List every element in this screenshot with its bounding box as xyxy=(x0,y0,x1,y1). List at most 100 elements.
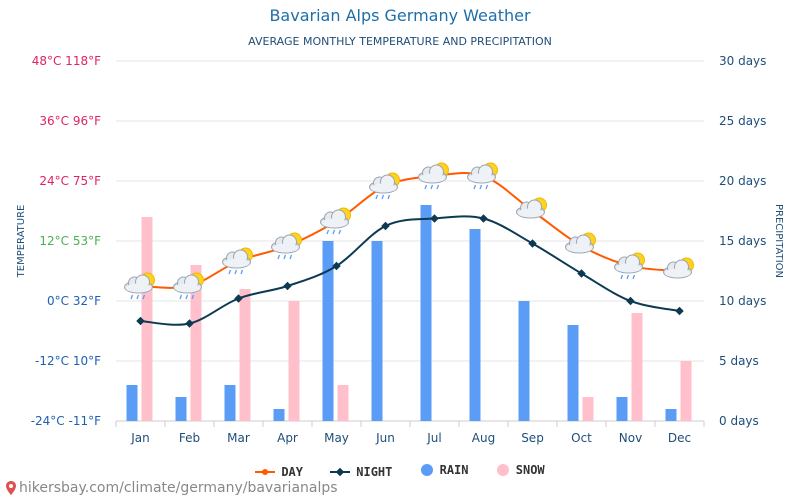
snow-bar xyxy=(631,313,643,421)
night-point xyxy=(185,319,194,328)
cloud-sun-rain-icon xyxy=(320,207,351,235)
left-axis-tick-label: 12°C 53°F xyxy=(39,234,101,248)
rain-bar xyxy=(273,409,285,421)
raindrop-shape xyxy=(332,229,336,235)
legend-day-line-icon xyxy=(255,469,276,475)
chart-subtitle: AVERAGE MONTHLY TEMPERATURE AND PRECIPIT… xyxy=(248,35,552,48)
weather-chart: 48°C 118°F 36°C 96°F 24°C 75°F 12°C 53°F 0°C… xyxy=(16,54,784,445)
left-axis-tick-label: 0°C 32°F xyxy=(47,294,101,308)
night-point xyxy=(332,261,341,271)
chart-title: Bavarian Alps Germany Weather xyxy=(269,6,531,25)
rain-bar xyxy=(518,301,530,421)
x-axis-tick-label: Jun xyxy=(375,431,395,445)
night-point xyxy=(626,296,635,306)
chart-legend: DAY NIGHT RAIN SNOW xyxy=(0,463,800,480)
cloud-shape xyxy=(272,243,299,253)
raindrop-shape xyxy=(436,184,440,190)
cloud-sun-rain-icon xyxy=(271,232,302,260)
raindrop-shape xyxy=(338,229,342,235)
x-axis-tick-label: Jan xyxy=(130,431,150,445)
raindrop-shape xyxy=(283,254,287,260)
snow-bar xyxy=(288,301,300,421)
raindrop-shape xyxy=(326,229,330,235)
night-point xyxy=(675,306,684,316)
right-axis-tick-label: 10 days xyxy=(719,294,766,308)
cloud-shape xyxy=(517,208,544,218)
snow-bar xyxy=(680,361,692,421)
cloud-shape xyxy=(370,183,397,193)
cloud-shape xyxy=(664,268,691,278)
legend-item-snow[interactable]: SNOW xyxy=(496,463,545,477)
cloud-sun-rain-icon xyxy=(173,272,204,300)
cloud-sun-rain-icon xyxy=(222,247,253,275)
rain-bar xyxy=(224,385,236,421)
raindrop-shape xyxy=(142,294,146,300)
raindrop-shape xyxy=(185,294,189,300)
legend-label-day: DAY xyxy=(281,465,304,479)
x-axis-tick-label: Mar xyxy=(227,431,250,445)
right-axis-tick-label: 0 days xyxy=(719,414,759,428)
night-point xyxy=(577,269,586,278)
left-axis-tick-label: 48°C 118°F xyxy=(32,54,101,68)
left-axis-tick-label: -24°C -11°F xyxy=(31,414,101,428)
x-axis-tick-label: May xyxy=(324,431,349,445)
rain-bar xyxy=(322,241,334,421)
legend-label-rain: RAIN xyxy=(439,463,469,477)
x-axis-tick-label: Sep xyxy=(521,431,544,445)
cloud-shape xyxy=(419,173,446,183)
left-axis-tick-label: 24°C 75°F xyxy=(39,174,101,188)
cloud-shape xyxy=(223,258,250,268)
cloud-sun-icon xyxy=(565,232,596,254)
raindrop-shape xyxy=(620,274,624,280)
raindrop-shape xyxy=(424,184,428,190)
night-point xyxy=(381,221,390,231)
right-axis-tick-label: 5 days xyxy=(719,354,759,368)
cloud-shape xyxy=(125,283,152,293)
raindrop-shape xyxy=(240,269,244,275)
raindrop-shape xyxy=(136,294,140,300)
legend-item-night[interactable]: NIGHT xyxy=(330,465,392,479)
night-point xyxy=(283,281,292,291)
rain-bar xyxy=(469,229,481,421)
right-axis-tick-label: 25 days xyxy=(719,114,766,128)
right-axis-tick-label: 30 days xyxy=(719,54,766,68)
x-axis-tick-label: Feb xyxy=(179,431,200,445)
x-axis-tick-label: Oct xyxy=(571,431,592,445)
x-axis-tick-label: Aug xyxy=(472,431,495,445)
legend-item-day[interactable]: DAY xyxy=(255,465,303,479)
raindrop-shape xyxy=(130,294,134,300)
legend-item-rain[interactable]: RAIN xyxy=(420,463,469,477)
night-series-line xyxy=(140,215,680,326)
rain-bar xyxy=(420,205,432,421)
raindrop-shape xyxy=(375,194,379,200)
legend-label-night: NIGHT xyxy=(356,465,393,479)
y-axis-title-left: TEMPERATURE xyxy=(16,205,27,279)
raindrop-shape xyxy=(626,274,630,280)
snow-bar xyxy=(337,385,349,421)
raindrop-shape xyxy=(228,269,232,275)
x-axis-tick-label: Dec xyxy=(668,431,691,445)
left-axis-tick-label: -12°C 10°F xyxy=(35,354,101,368)
snow-bar xyxy=(141,217,153,421)
rain-bar xyxy=(126,385,138,421)
cloud-sun-icon xyxy=(516,197,547,219)
raindrop-shape xyxy=(387,194,391,200)
raindrop-shape xyxy=(277,254,281,260)
left-axis-tick-label: 36°C 96°F xyxy=(39,114,101,128)
raindrop-shape xyxy=(191,294,195,300)
cloud-sun-icon xyxy=(663,257,694,279)
x-axis-tick-label: Nov xyxy=(619,431,642,445)
cloud-sun-rain-icon xyxy=(467,162,498,190)
raindrop-shape xyxy=(289,254,293,260)
rain-bar xyxy=(616,397,628,421)
snow-bar xyxy=(582,397,594,421)
cloud-sun-rain-icon xyxy=(614,252,645,280)
source-link[interactable]: hikersbay.com/climate/germany/bavarianal… xyxy=(6,480,338,496)
right-axis-tick-label: 20 days xyxy=(719,174,766,188)
night-point xyxy=(234,294,243,303)
x-axis-tick-label: Apr xyxy=(277,431,298,445)
rain-bar xyxy=(567,325,579,421)
raindrop-shape xyxy=(234,269,238,275)
night-point xyxy=(430,214,439,223)
raindrop-shape xyxy=(473,184,477,190)
